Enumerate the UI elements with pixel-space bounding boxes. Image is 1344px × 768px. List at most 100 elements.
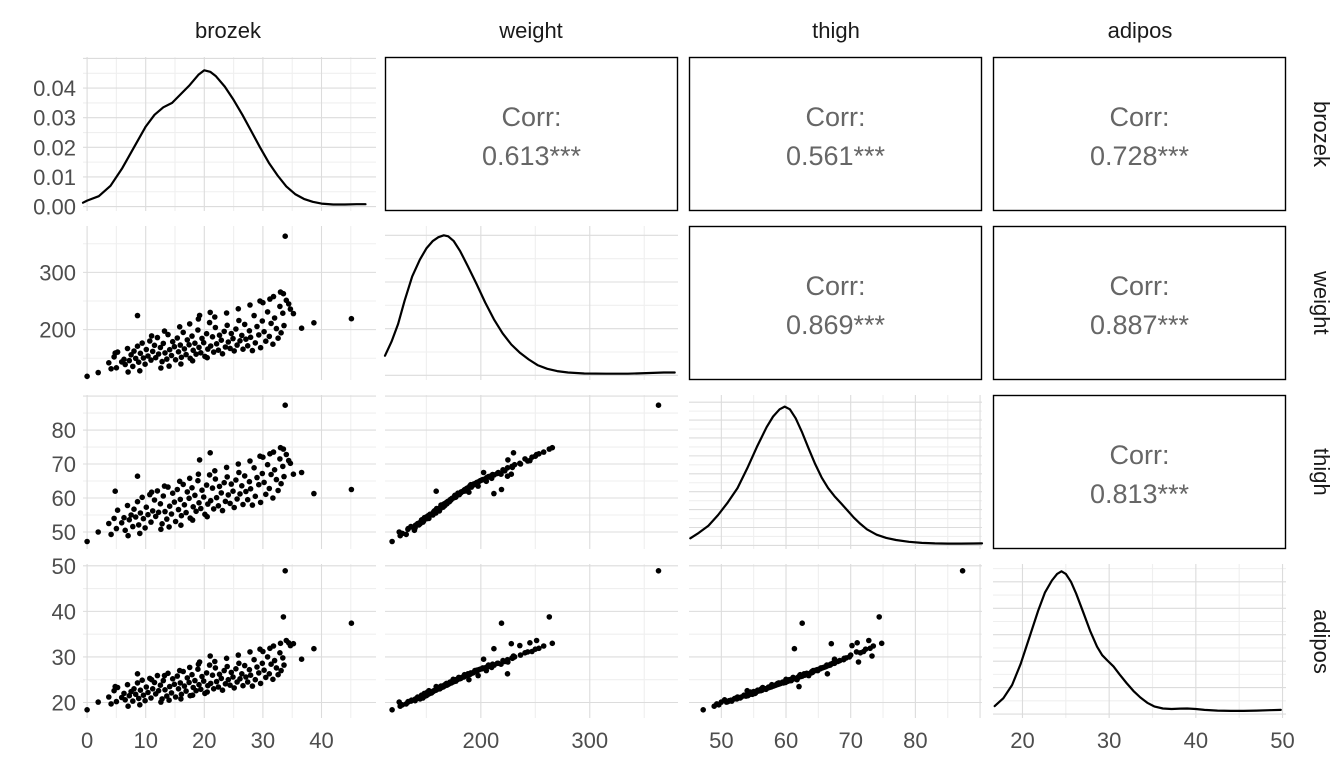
density-panel-weight — [383, 226, 678, 380]
density-curve-thigh — [689, 405, 984, 545]
row-strip-weight: weight — [1309, 271, 1334, 335]
y-tick-label: 50 — [52, 554, 76, 579]
x-tick-label: 40 — [1184, 728, 1208, 753]
corr-value: 0.813*** — [1090, 479, 1190, 509]
y-tick-label: 0.00 — [33, 195, 76, 220]
scatter-points — [84, 402, 355, 545]
density-curve-weight — [383, 234, 676, 375]
corr-panel-border — [992, 56, 1287, 212]
corr-value: 0.728*** — [1090, 141, 1190, 171]
y-tick-label: 0.04 — [33, 76, 76, 101]
density-curve-brozek — [81, 69, 367, 206]
corr-panel-weight-thigh: Corr: 0.869*** — [688, 225, 983, 381]
scatter-panel-adipos-vs-thigh — [689, 564, 982, 718]
corr-panel-brozek-weight: Corr: 0.613*** — [384, 56, 679, 212]
corr-panel-border — [992, 225, 1287, 381]
x-tick-label: 30 — [1097, 728, 1121, 753]
scatter-points — [389, 402, 662, 545]
grid-minor-lines — [689, 564, 982, 718]
grid-minor-lines — [385, 395, 678, 549]
row-strip-brozek: brozek — [1309, 100, 1334, 168]
corr-label: Corr: — [1110, 271, 1170, 301]
scatter-panel-weight-vs-brozek — [83, 226, 376, 380]
row-strip-adipos: adipos — [1309, 608, 1334, 674]
grid-minor-lines — [689, 395, 982, 549]
x-tick-label: 30 — [251, 728, 275, 753]
grid-minor-lines — [83, 57, 376, 211]
grid-major-lines — [83, 57, 376, 211]
corr-label: Corr: — [806, 102, 866, 132]
row-strip-thigh: thigh — [1309, 448, 1334, 496]
left-axis-labels: 0.00 0.01 0.02 0.03 0.04 200 300 50 60 70 80 20 30 40… — [33, 76, 76, 715]
corr-label: Corr: — [1110, 440, 1170, 470]
column-header-brozek: brozek — [194, 18, 262, 43]
density-panel-adipos — [993, 564, 1286, 718]
x-tick-label: 200 — [462, 728, 499, 753]
corr-value: 0.887*** — [1090, 310, 1190, 340]
corr-label: Corr: — [806, 271, 866, 301]
y-tick-label: 50 — [52, 520, 76, 545]
corr-panel-thigh-adipos: Corr: 0.813*** — [992, 394, 1287, 550]
corr-panel-border — [384, 56, 679, 212]
y-tick-label: 80 — [52, 418, 76, 443]
y-tick-label: 30 — [52, 645, 76, 670]
x-tick-label: 10 — [133, 728, 157, 753]
x-tick-label: 20 — [1010, 728, 1034, 753]
grid-minor-lines — [83, 395, 376, 549]
grid-major-lines — [689, 564, 982, 718]
y-tick-label: 300 — [39, 260, 76, 285]
column-header-weight: weight — [499, 18, 563, 43]
density-panel-brozek — [81, 57, 376, 211]
grid-major-lines — [689, 395, 982, 549]
scatter-panel-thigh-vs-brozek — [83, 395, 376, 549]
corr-panel-brozek-thigh: Corr: 0.561*** — [688, 56, 983, 212]
grid-major-lines — [385, 564, 678, 718]
bottom-axis-labels: 0 10 20 30 40 200 300 50 60 70 80 20 30 40 50 — [81, 728, 1295, 753]
x-tick-label: 70 — [838, 728, 862, 753]
scatter-points — [84, 233, 355, 380]
grid-major-lines — [83, 226, 376, 380]
grid-major-lines — [385, 226, 678, 380]
corr-value: 0.613*** — [482, 141, 582, 171]
y-tick-label: 0.02 — [33, 135, 76, 160]
corr-panel-weight-adipos: Corr: 0.887*** — [992, 225, 1287, 381]
y-tick-label: 60 — [52, 486, 76, 511]
x-tick-label: 60 — [774, 728, 798, 753]
x-tick-label: 40 — [309, 728, 333, 753]
y-tick-label: 20 — [52, 691, 76, 716]
corr-panel-border — [688, 225, 983, 381]
corr-panel-brozek-adipos: Corr: 0.728*** — [992, 56, 1287, 212]
y-tick-label: 200 — [39, 318, 76, 343]
scatter-points — [389, 568, 662, 713]
scatter-points — [84, 568, 355, 713]
scatter-panel-adipos-vs-weight — [385, 564, 678, 718]
x-tick-label: 20 — [192, 728, 216, 753]
corr-panel-border — [992, 394, 1287, 550]
y-tick-label: 70 — [52, 452, 76, 477]
scatter-panel-thigh-vs-weight — [385, 395, 678, 549]
y-tick-label: 40 — [52, 599, 76, 624]
x-tick-label: 0 — [81, 728, 93, 753]
x-tick-label: 50 — [709, 728, 733, 753]
corr-value: 0.561*** — [786, 141, 886, 171]
corr-panel-border — [688, 56, 983, 212]
corr-label: Corr: — [1110, 102, 1170, 132]
corr-label: Corr: — [502, 102, 562, 132]
grid-major-lines — [385, 395, 678, 549]
density-curve-adipos — [993, 570, 1282, 712]
density-panel-thigh — [689, 395, 984, 549]
grid-major-lines — [993, 564, 1286, 718]
column-header-thigh: thigh — [812, 18, 860, 43]
x-tick-label: 300 — [571, 728, 608, 753]
scatter-points — [700, 568, 966, 713]
column-header-adipos: adipos — [1107, 18, 1173, 43]
grid-minor-lines — [83, 226, 376, 380]
y-tick-label: 0.03 — [33, 106, 76, 131]
grid-minor-lines — [993, 564, 1286, 718]
grid-minor-lines — [83, 564, 376, 718]
corr-value: 0.869*** — [786, 310, 886, 340]
x-tick-label: 50 — [1270, 728, 1294, 753]
x-tick-label: 80 — [903, 728, 927, 753]
